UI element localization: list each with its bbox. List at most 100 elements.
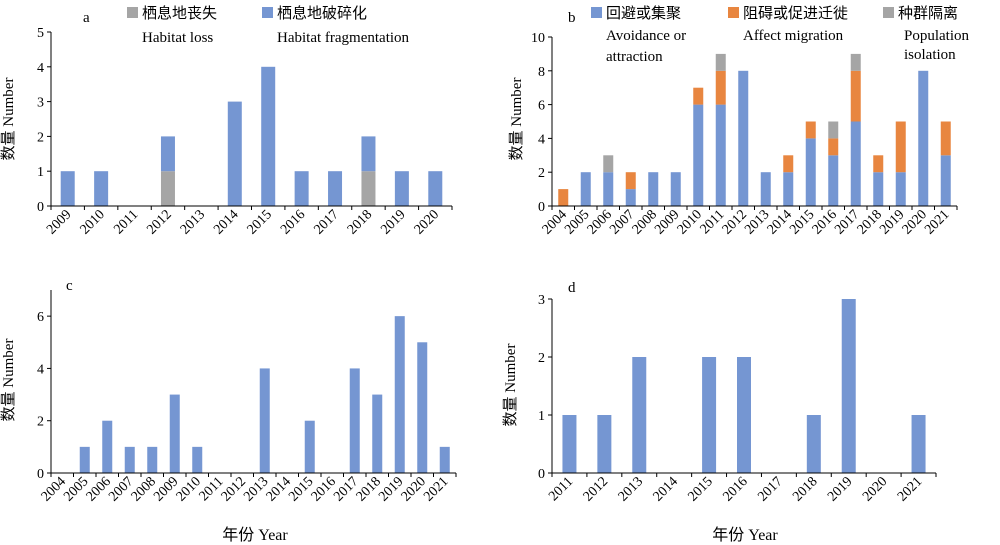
legend-avoidance-zh: 回避或集聚 xyxy=(606,5,681,22)
xtick-label-a-2015: 2015 xyxy=(245,207,275,237)
bar-b-2016-s0 xyxy=(828,155,839,206)
bar-b-2021-s1 xyxy=(940,121,951,156)
legend-habitat-loss-en: Habitat loss xyxy=(142,30,213,46)
xtick-label-d-2015: 2015 xyxy=(686,474,716,504)
xtick-label-d-2014: 2014 xyxy=(651,474,681,504)
bar-b-2006-s2 xyxy=(603,155,614,173)
xtick-label-a-2009: 2009 xyxy=(44,207,74,237)
bar-a-2012-s1 xyxy=(160,136,175,172)
panel-b-legend: 回避或集聚 Avoidance or attraction 阻碍或促进迁徙 Af… xyxy=(591,5,970,65)
xtick-label-d-2012: 2012 xyxy=(581,474,611,504)
xtick-label-a-2019: 2019 xyxy=(378,207,408,237)
panel-a-ylabel: 数量 Number xyxy=(0,78,17,161)
bar-b-2015-s0 xyxy=(805,138,816,206)
bar-d-2018-s0 xyxy=(806,415,821,473)
bar-b-2019-s0 xyxy=(895,172,906,206)
bar-b-2008-s0 xyxy=(648,172,659,206)
bar-b-2016-s2 xyxy=(828,121,839,139)
bar-b-2020-s0 xyxy=(918,70,929,206)
bar-c-2006-s0 xyxy=(102,420,113,473)
panel-d: d 数量 Number 年份 Year 0 1 2 3 2011 2012 2013 2014… xyxy=(502,280,937,544)
bar-d-2015-s0 xyxy=(702,357,717,473)
xtick-label-a-2016: 2016 xyxy=(278,207,308,237)
bar-a-2018-s0 xyxy=(361,171,376,206)
panel-b: b 数量 Number 回避或集聚 Avoidance or attractio… xyxy=(508,5,970,238)
legend-swatch-habitat-fragmentation xyxy=(262,7,273,18)
ytick-label-d-1: 1 xyxy=(538,409,545,424)
panel-d-letter: d xyxy=(568,280,576,296)
legend-habitat-loss-zh: 栖息地丧失 xyxy=(142,5,217,22)
legend-migration-en: Affect migration xyxy=(743,28,844,44)
bar-b-2007-s0 xyxy=(625,189,636,206)
ytick-label-a-3: 3 xyxy=(37,96,44,111)
legend-isolation-en-1: Population xyxy=(904,28,970,44)
bar-b-2005-s0 xyxy=(580,172,591,206)
bar-a-2017-s1 xyxy=(328,171,343,206)
ytick-label-c-2: 2 xyxy=(37,415,44,430)
xtick-label-d-2017: 2017 xyxy=(755,474,785,504)
panel-d-ylabel: 数量 Number xyxy=(502,344,519,427)
legend-avoidance-en-1: Avoidance or xyxy=(606,28,686,44)
legend-isolation-en-2: isolation xyxy=(904,47,956,63)
bar-c-2013-s0 xyxy=(259,368,270,473)
panel-b-ylabel: 数量 Number xyxy=(508,78,525,161)
bar-a-2016-s1 xyxy=(294,171,309,206)
bar-a-2012-s0 xyxy=(160,171,175,206)
bar-d-2016-s0 xyxy=(737,357,751,473)
panel-c-ylabel: 数量 Number xyxy=(0,339,17,422)
xtick-label-d-2019: 2019 xyxy=(825,474,855,504)
bar-b-2011-s1 xyxy=(715,70,726,105)
xtick-label-b-2021: 2021 xyxy=(922,207,952,237)
bar-c-2015-s0 xyxy=(304,420,315,473)
bar-b-2012-s0 xyxy=(738,70,749,206)
xtick-label-a-2012: 2012 xyxy=(144,207,174,237)
legend-avoidance-en-2: attraction xyxy=(606,49,663,65)
bar-b-2016-s1 xyxy=(828,138,839,156)
bar-c-2020-s0 xyxy=(417,342,428,473)
bar-c-2008-s0 xyxy=(147,446,158,473)
ytick-label-b-6: 6 xyxy=(538,99,545,114)
bar-b-2021-s0 xyxy=(940,155,951,206)
ytick-label-c-0: 0 xyxy=(37,467,44,482)
bar-b-2004-s1 xyxy=(558,189,569,206)
xtick-label-a-2010: 2010 xyxy=(78,207,108,237)
ytick-label-a-0: 0 xyxy=(37,200,44,215)
panel-c: c 数量 Number 年份 Year 02462004200520062007… xyxy=(0,278,457,544)
panel-a-legend: 栖息地丧失 Habitat loss 栖息地破碎化 Habitat fragme… xyxy=(127,5,410,46)
xtick-label-d-2013: 2013 xyxy=(616,474,646,504)
xtick-label-d-2011: 2011 xyxy=(546,474,576,504)
bar-a-2020-s1 xyxy=(428,171,443,206)
ytick-label-d-3: 3 xyxy=(538,293,545,308)
xtick-label-a-2014: 2014 xyxy=(211,207,241,237)
ytick-label-b-0: 0 xyxy=(538,200,545,215)
bar-c-2019-s0 xyxy=(394,316,405,473)
bar-b-2006-s0 xyxy=(603,172,614,206)
ytick-label-b-10: 10 xyxy=(531,31,545,46)
bar-b-2018-s0 xyxy=(873,172,884,206)
xtick-label-a-2020: 2020 xyxy=(412,207,442,237)
legend-swatch-isolation xyxy=(883,7,894,18)
legend-isolation-zh: 种群隔离 xyxy=(898,5,958,22)
bar-b-2014-s0 xyxy=(783,172,794,206)
ytick-label-d-2: 2 xyxy=(538,351,545,366)
panel-a-letter: a xyxy=(83,10,90,26)
legend-habitat-fragmentation-en: Habitat fragmentation xyxy=(277,30,410,46)
panel-d-xlabel: 年份 Year xyxy=(712,526,778,544)
xtick-label-a-2011: 2011 xyxy=(111,207,141,237)
bar-c-2007-s0 xyxy=(124,446,135,473)
panel-c-xlabel: 年份 Year xyxy=(222,526,288,544)
bar-b-2013-s0 xyxy=(760,172,771,206)
xtick-label-d-2016: 2016 xyxy=(720,474,750,504)
bar-d-2011-s0 xyxy=(562,415,577,473)
xtick-label-a-2013: 2013 xyxy=(178,207,208,237)
xtick-label-d-2021: 2021 xyxy=(895,474,925,504)
bar-c-2018-s0 xyxy=(372,394,383,473)
bar-b-2017-s1 xyxy=(850,70,861,122)
legend-migration-zh: 阻碍或促进迁徙 xyxy=(743,5,848,22)
legend-habitat-fragmentation-zh: 栖息地破碎化 xyxy=(277,5,367,22)
xtick-label-c-2021: 2021 xyxy=(421,474,451,504)
ytick-label-c-4: 4 xyxy=(37,362,44,377)
ytick-label-a-4: 4 xyxy=(37,61,44,76)
bar-c-2005-s0 xyxy=(79,446,90,473)
